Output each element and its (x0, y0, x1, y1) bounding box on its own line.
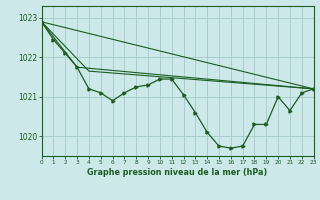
X-axis label: Graphe pression niveau de la mer (hPa): Graphe pression niveau de la mer (hPa) (87, 168, 268, 177)
